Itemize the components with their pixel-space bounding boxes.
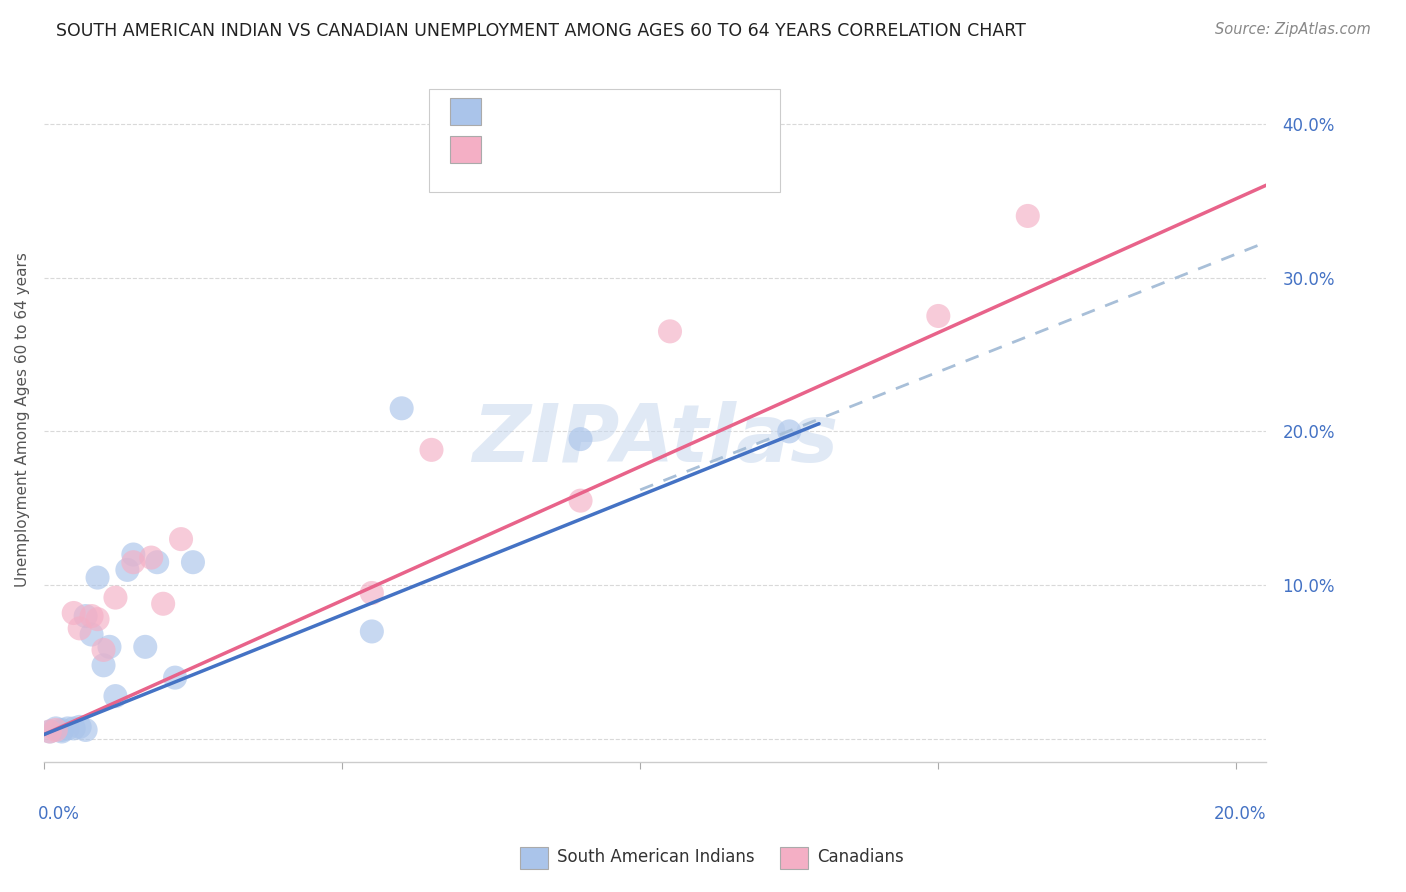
Text: N =: N = — [598, 141, 637, 159]
Point — [45, 723, 67, 737]
Point — [122, 548, 145, 562]
Point — [56, 722, 79, 736]
Point — [778, 425, 800, 439]
Point — [75, 609, 97, 624]
Point — [75, 723, 97, 737]
Point — [117, 563, 139, 577]
Point — [80, 609, 103, 624]
Point — [51, 724, 73, 739]
Point — [141, 550, 163, 565]
Text: 18: 18 — [633, 141, 658, 159]
Point — [93, 658, 115, 673]
Point — [420, 442, 443, 457]
Point — [104, 689, 127, 703]
Point — [45, 722, 67, 736]
Text: 20.0%: 20.0% — [1213, 805, 1267, 823]
Point — [98, 640, 121, 654]
Text: N =: N = — [598, 103, 637, 120]
Text: SOUTH AMERICAN INDIAN VS CANADIAN UNEMPLOYMENT AMONG AGES 60 TO 64 YEARS CORRELA: SOUTH AMERICAN INDIAN VS CANADIAN UNEMPL… — [56, 22, 1026, 40]
Text: 0.0%: 0.0% — [38, 805, 80, 823]
Point — [927, 309, 949, 323]
Text: R =: R = — [492, 103, 531, 120]
Point — [146, 555, 169, 569]
Point — [93, 643, 115, 657]
Point — [360, 586, 382, 600]
Point — [62, 606, 84, 620]
Point — [104, 591, 127, 605]
Point — [181, 555, 204, 569]
Point — [391, 401, 413, 416]
Text: 24: 24 — [633, 103, 658, 120]
Point — [80, 627, 103, 641]
Point — [38, 724, 60, 739]
Text: 0.831: 0.831 — [530, 141, 588, 159]
Point — [360, 624, 382, 639]
Point — [659, 324, 682, 338]
Point — [152, 597, 174, 611]
Text: ZIPAtlas: ZIPAtlas — [472, 401, 838, 479]
Text: 0.620: 0.620 — [530, 103, 586, 120]
Text: South American Indians: South American Indians — [557, 848, 755, 866]
Text: Source: ZipAtlas.com: Source: ZipAtlas.com — [1215, 22, 1371, 37]
Text: Canadians: Canadians — [817, 848, 904, 866]
Point — [1017, 209, 1039, 223]
Point — [165, 671, 187, 685]
Point — [51, 723, 73, 737]
Y-axis label: Unemployment Among Ages 60 to 64 years: Unemployment Among Ages 60 to 64 years — [15, 252, 30, 587]
Point — [86, 612, 108, 626]
Point — [569, 432, 592, 446]
Point — [134, 640, 156, 654]
Text: R =: R = — [492, 141, 531, 159]
Point — [38, 724, 60, 739]
Point — [62, 722, 84, 736]
Point — [69, 621, 91, 635]
Point — [69, 720, 91, 734]
Point — [122, 555, 145, 569]
Point — [170, 532, 193, 546]
Point — [86, 571, 108, 585]
Point — [569, 493, 592, 508]
